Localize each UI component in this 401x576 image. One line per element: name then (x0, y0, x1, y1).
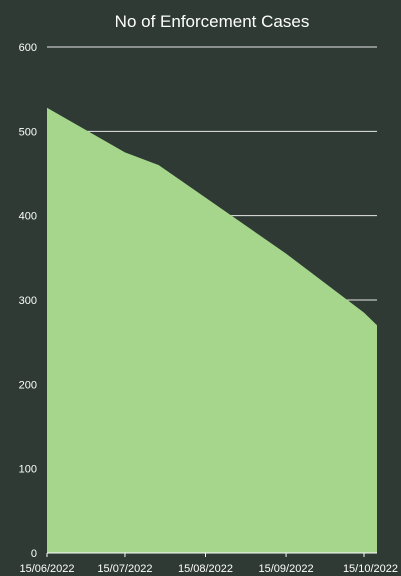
x-tick-label: 15/10/2022 (343, 563, 398, 575)
y-tick-label: 400 (19, 211, 37, 223)
y-tick-label: 0 (31, 548, 37, 560)
y-axis: 0 100 200 300 400 500 600 (19, 42, 37, 560)
x-tick-label: 15/08/2022 (178, 563, 233, 575)
chart-title: No of Enforcement Cases (115, 12, 310, 31)
x-axis: 15/06/2022 15/07/2022 15/08/2022 15/09/2022… (19, 552, 398, 575)
y-tick-label: 100 (19, 464, 37, 476)
x-tick-label: 15/07/2022 (97, 563, 152, 575)
y-tick-label: 500 (19, 126, 37, 138)
x-tick-label: 15/06/2022 (19, 563, 74, 575)
y-tick-label: 600 (19, 42, 37, 54)
y-tick-label: 300 (19, 295, 37, 307)
area-fill (47, 107, 377, 553)
series-area (46, 107, 378, 553)
y-tick-label: 200 (19, 379, 37, 391)
x-tick-label: 15/09/2022 (259, 563, 314, 575)
